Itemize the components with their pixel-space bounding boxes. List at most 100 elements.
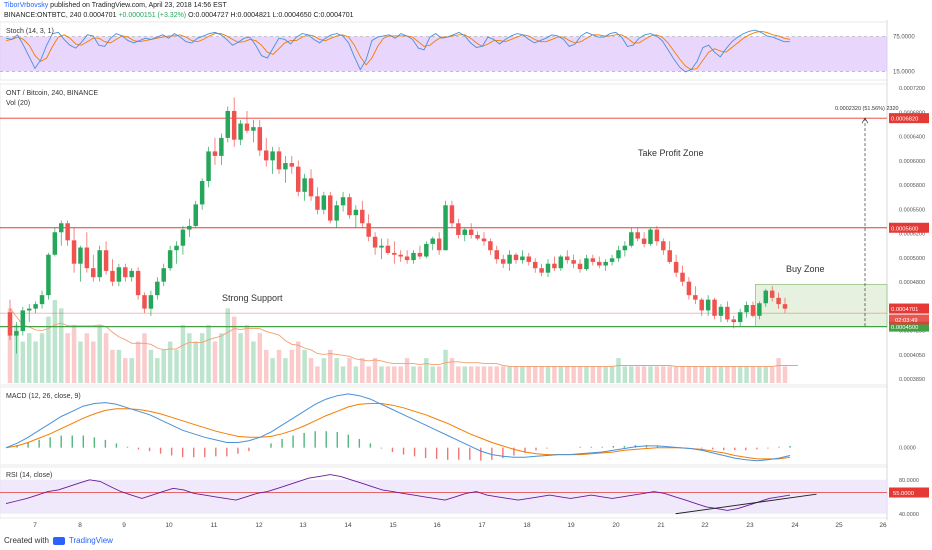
strong-support-label: Strong Support <box>222 293 283 303</box>
candle-body <box>167 250 173 269</box>
time-axis-tick: 25 <box>835 522 843 529</box>
volume-bar <box>167 341 173 383</box>
volume-bar <box>353 366 359 383</box>
candle-body <box>129 270 134 278</box>
time-axis-tick: 24 <box>791 522 799 529</box>
volume-bar <box>283 358 288 383</box>
last-price: 0.0004701 <box>83 12 117 19</box>
volume-bar <box>641 366 647 383</box>
price-axis-tick: 0.0003890 <box>899 377 925 383</box>
price-axis-tick: 0.0006400 <box>899 135 925 141</box>
volume-bar <box>468 366 474 383</box>
volume-bar <box>571 366 576 383</box>
volume-bar <box>379 366 384 383</box>
volume-bar <box>686 366 692 383</box>
volume-bar <box>449 358 455 383</box>
candle-body <box>757 303 762 316</box>
candle-body <box>404 256 410 261</box>
candle-body <box>616 250 621 259</box>
volume-bar <box>366 366 371 383</box>
candle-body <box>680 272 685 282</box>
candle-body <box>526 256 532 262</box>
volume-bar <box>488 366 493 383</box>
candle-body <box>199 181 205 205</box>
change-value: +0.0000151 (+3.32%) <box>118 12 187 19</box>
tradingview-logo-icon <box>52 536 65 545</box>
published-text: published on TradingView.com, April 23, … <box>50 2 227 9</box>
publisher-name[interactable]: TiborVrbovsky <box>4 2 49 9</box>
candle-body <box>597 261 602 266</box>
candle-body <box>424 243 429 257</box>
candle-body <box>635 232 640 239</box>
timer-label: 02:03:49 <box>895 318 918 324</box>
volume-bar <box>462 366 467 383</box>
volume-bar <box>526 366 532 383</box>
candle-body <box>276 151 282 170</box>
volume-bar <box>328 349 333 383</box>
volume-bar <box>315 366 320 383</box>
volume-bar <box>597 366 602 383</box>
volume-bar <box>398 366 403 383</box>
volume-bar <box>244 324 250 383</box>
volume-bar <box>347 358 352 383</box>
candle-body <box>411 252 416 261</box>
time-axis-tick: 13 <box>299 522 307 529</box>
rsi-trendline <box>675 493 817 515</box>
candle-body <box>244 123 250 131</box>
volume-bar <box>321 358 327 383</box>
stoch-axis-tick-low: 15.0000 <box>893 69 915 75</box>
volume-bar <box>699 366 704 383</box>
candle-body <box>263 150 269 161</box>
candle-body <box>206 151 211 182</box>
candle-body <box>71 240 77 264</box>
volume-bar <box>763 366 769 383</box>
candle-body <box>532 261 538 269</box>
stoch-axis-tick-high: 75.0000 <box>893 35 915 41</box>
volume-bar <box>270 358 275 383</box>
candle-body <box>744 305 749 313</box>
candle-body <box>654 229 660 242</box>
volume-bar <box>475 366 480 383</box>
candle-body <box>520 256 525 261</box>
volume-bar <box>629 366 634 383</box>
candle-body <box>661 241 666 251</box>
volume-bar <box>603 366 608 383</box>
candle-body <box>430 238 435 244</box>
volume-bar <box>545 366 551 383</box>
candle-body <box>251 127 256 131</box>
time-axis-tick: 11 <box>211 522 218 529</box>
candle-body <box>385 245 391 253</box>
candle-body <box>648 229 653 244</box>
volume-bar <box>731 366 737 383</box>
time-axis-tick: 19 <box>567 522 575 529</box>
candle-body <box>584 258 589 270</box>
candle-body <box>622 245 628 251</box>
volume-bar <box>635 366 640 383</box>
volume-bar <box>161 349 166 383</box>
volume-bar <box>705 366 711 383</box>
candle-body <box>392 252 397 255</box>
candle-body <box>52 232 58 255</box>
volume-bar <box>263 349 269 383</box>
rsi-label: RSI (14, close) <box>6 472 52 479</box>
volume-bar <box>737 366 743 383</box>
candle-body <box>123 267 128 278</box>
candle-body <box>225 110 231 138</box>
candle-body <box>750 305 756 316</box>
candle-body <box>667 250 672 262</box>
volume-bar <box>135 341 141 383</box>
volume-bar <box>558 366 564 383</box>
candle-body <box>737 312 743 323</box>
volume-bar <box>712 366 717 383</box>
candle-body <box>366 223 371 237</box>
price-axis-tick: 0.0006000 <box>899 159 925 165</box>
volume-bar <box>673 366 679 383</box>
volume-bar <box>238 333 243 383</box>
volume-bar <box>7 308 13 383</box>
candle-body <box>353 209 359 216</box>
candle-body <box>142 295 147 309</box>
volume-bar <box>71 324 77 383</box>
candle-body <box>238 123 243 140</box>
tradingview-brand[interactable]: TradingView <box>68 536 113 545</box>
